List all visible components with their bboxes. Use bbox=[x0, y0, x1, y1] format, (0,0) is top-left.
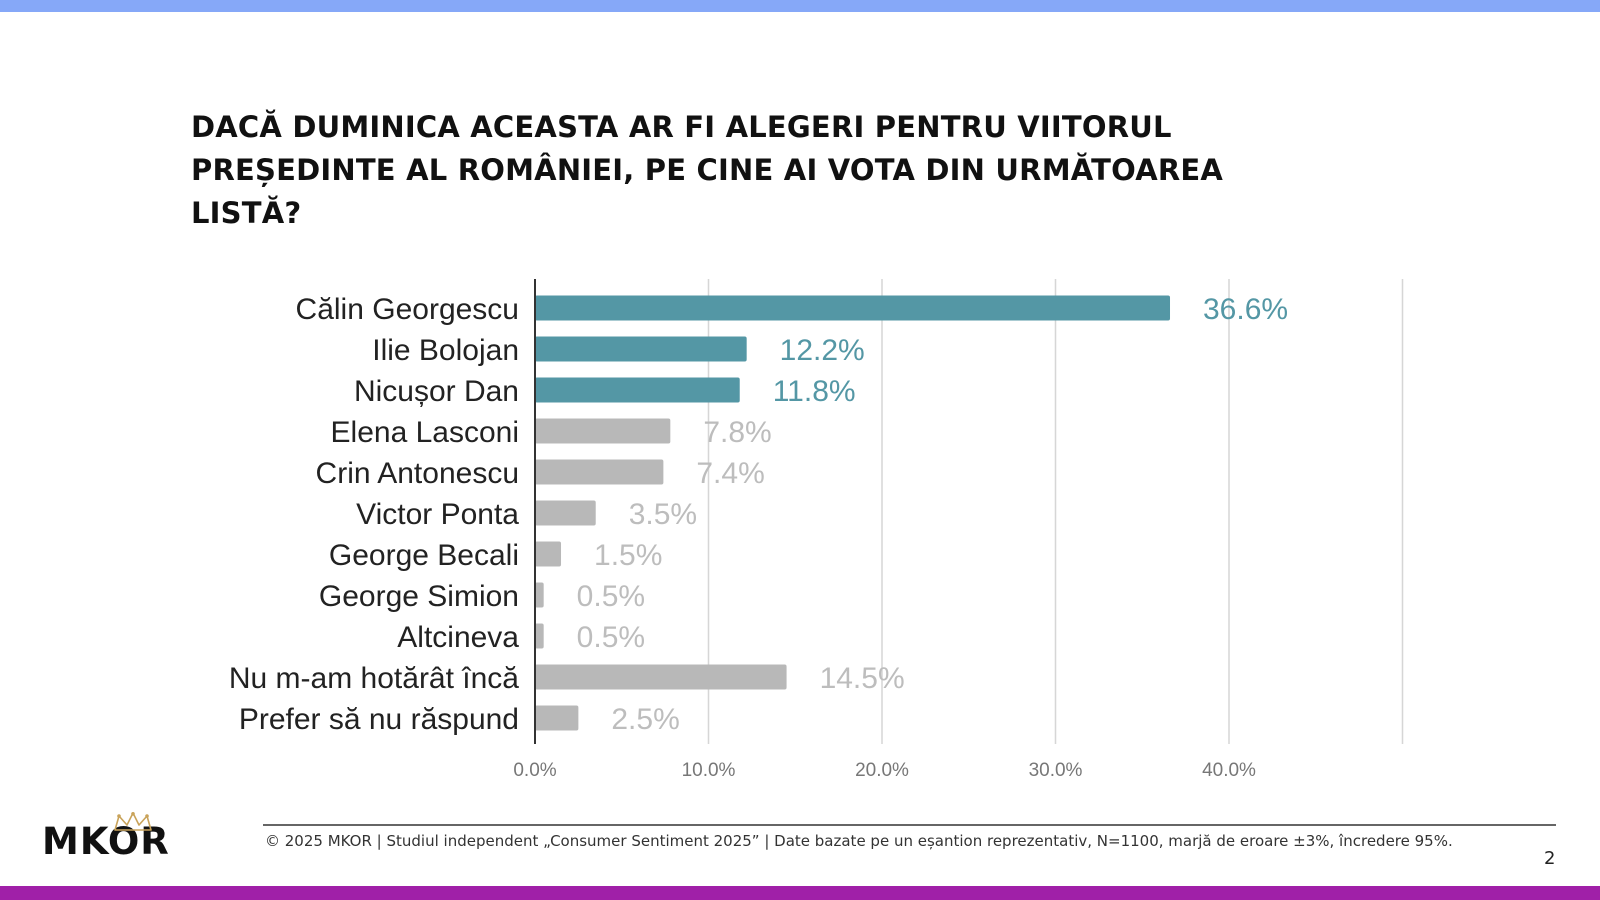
category-label: Altcineva bbox=[397, 621, 519, 654]
value-label: 7.8% bbox=[703, 416, 771, 449]
x-tick-label: 40.0% bbox=[1202, 760, 1256, 781]
category-label: Nu m-am hotărât încă bbox=[229, 662, 519, 695]
bar bbox=[535, 541, 562, 567]
value-label: 3.5% bbox=[629, 498, 697, 531]
bar bbox=[535, 459, 664, 485]
value-label: 1.5% bbox=[594, 539, 662, 572]
category-label: Elena Lasconi bbox=[331, 416, 519, 449]
bar-chart: 0.0% 10.0% 20.0% 30.0% 40.0% Călin Georgescu 3… bbox=[229, 279, 1404, 781]
bar bbox=[535, 377, 740, 403]
category-label: George Becali bbox=[329, 539, 519, 572]
value-label: 0.5% bbox=[577, 621, 645, 654]
value-label: 12.2% bbox=[780, 334, 865, 367]
footer-divider bbox=[263, 824, 1556, 826]
category-label: Nicușor Dan bbox=[354, 375, 519, 408]
footer-source-note: © 2025 MKOR | Studiul independent „Consu… bbox=[265, 832, 1453, 850]
bar bbox=[535, 705, 579, 731]
x-tick-label: 10.0% bbox=[682, 760, 736, 781]
category-label: Crin Antonescu bbox=[316, 457, 519, 490]
value-label: 36.6% bbox=[1203, 293, 1288, 326]
value-label: 2.5% bbox=[611, 703, 679, 736]
value-label: 7.4% bbox=[696, 457, 764, 490]
category-label: Victor Ponta bbox=[356, 498, 519, 531]
value-label: 14.5% bbox=[820, 662, 905, 695]
crown-icon bbox=[114, 812, 152, 831]
bar bbox=[535, 500, 596, 526]
category-label: Călin Georgescu bbox=[296, 293, 519, 326]
chart-title: DACĂ DUMINICA ACEASTA AR FI ALEGERI PENT… bbox=[191, 110, 1224, 230]
bar bbox=[535, 418, 671, 444]
bar bbox=[535, 582, 544, 608]
bar bbox=[535, 336, 747, 362]
bar bbox=[535, 664, 787, 690]
mkor-logo: MKOR bbox=[42, 820, 170, 863]
bottom-accent-bar bbox=[0, 886, 1600, 900]
category-label: Ilie Bolojan bbox=[372, 334, 519, 367]
x-tick-label: 20.0% bbox=[855, 760, 909, 781]
category-label: Prefer să nu răspund bbox=[239, 703, 519, 736]
category-label: George Simion bbox=[319, 580, 519, 613]
value-label: 11.8% bbox=[773, 375, 856, 408]
bar bbox=[535, 295, 1171, 321]
x-tick-label: 0.0% bbox=[513, 760, 556, 781]
bar bbox=[535, 623, 544, 649]
value-label: 0.5% bbox=[577, 580, 645, 613]
page-number: 2 bbox=[1544, 848, 1556, 869]
x-tick-label: 30.0% bbox=[1029, 760, 1083, 781]
top-accent-bar bbox=[0, 0, 1600, 12]
